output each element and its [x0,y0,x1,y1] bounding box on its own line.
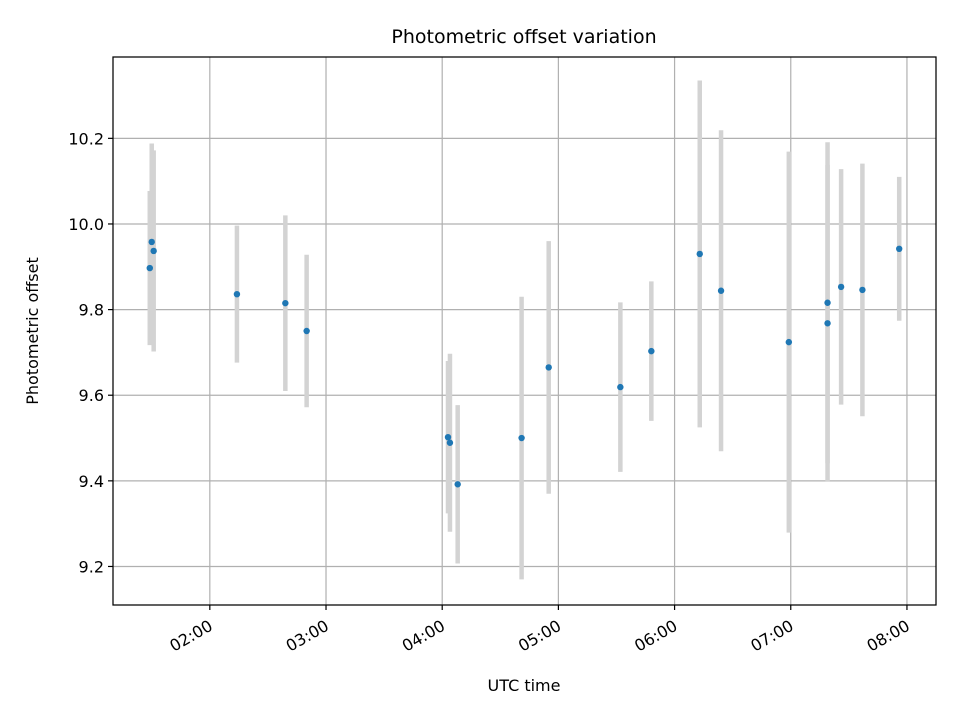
y-axis-ticks: 9.2 9.4 9.6 9.8 10.0 10.2 [68,129,113,576]
data-point [837,283,845,291]
data-point [444,433,452,441]
data-point [233,290,241,298]
data-point [303,327,310,335]
y-tick-label: 9.4 [79,472,104,491]
data-point [785,338,793,346]
x-tick-label: 04:00 [399,616,448,656]
data-point [617,383,624,391]
x-tick-label: 06:00 [631,616,680,656]
error-bars [147,80,902,580]
data-point [696,250,703,258]
x-tick-label: 05:00 [515,616,564,656]
y-tick-label: 10.2 [68,129,104,148]
y-tick-label: 10.0 [68,215,104,234]
data-point [648,347,655,355]
data-point [545,364,552,371]
y-tick-label: 9.2 [79,557,104,576]
data-point [454,481,461,488]
y-axis-label: Photometric offset [23,257,42,405]
data-point [282,299,289,307]
x-axis-ticks: 02:00 03:00 04:00 05:00 06:00 07:00 08:00 [166,605,913,656]
x-tick-label: 03:00 [283,616,332,656]
data-point [146,264,153,272]
data-point [896,245,903,252]
data-point [859,286,866,294]
plot-frame [112,56,937,606]
data-point [446,439,454,446]
x-tick-label: 08:00 [864,616,913,656]
x-tick-label: 02:00 [166,616,215,656]
data-point [824,299,831,306]
x-tick-label: 07:00 [747,616,796,656]
data-point [150,247,157,255]
y-tick-label: 9.8 [79,301,104,320]
data-points [146,238,903,488]
data-point [148,238,155,246]
chart-title: Photometric offset variation [391,26,656,48]
data-point [717,287,725,294]
data-point [518,434,525,442]
data-point [824,320,831,327]
y-tick-label: 9.6 [79,386,104,405]
x-axis-label: UTC time [488,676,561,695]
